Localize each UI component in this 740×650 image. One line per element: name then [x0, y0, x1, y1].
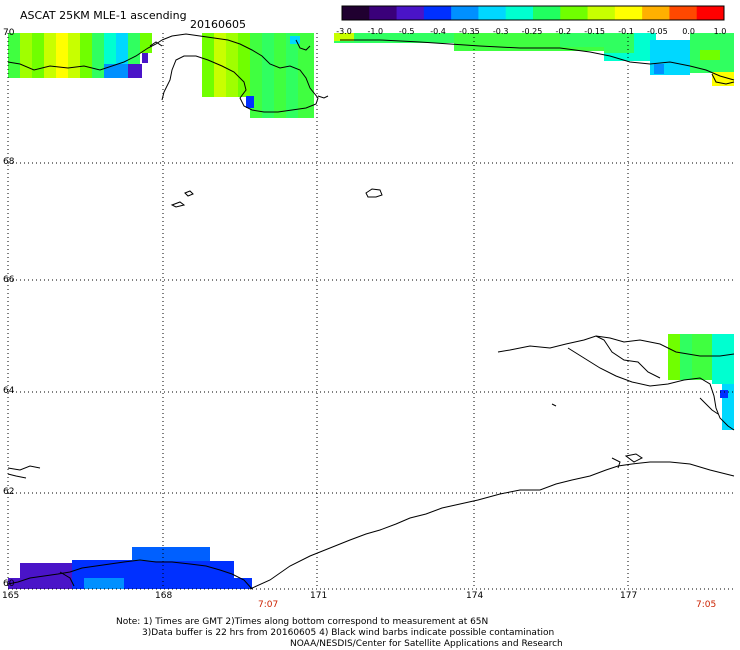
colorbar-label: -0.2 — [555, 27, 572, 36]
coastlines — [7, 33, 735, 590]
colorbar-label: -0.5 — [398, 27, 415, 36]
note-line-3: NOAA/NESDIS/Center for Satellite Applica… — [290, 639, 563, 649]
swath-top-middle — [202, 33, 314, 118]
lat-label-68: 68 — [3, 157, 15, 167]
map-date: 20160605 — [190, 18, 246, 31]
lat-label-64: 64 — [3, 386, 15, 396]
colorbar — [341, 5, 725, 21]
graticule — [8, 33, 734, 589]
colorbar-swatch — [587, 6, 616, 20]
colorbar-label: 1.0 — [713, 27, 727, 36]
colorbar-swatch — [342, 6, 370, 20]
colorbar-frame — [341, 5, 725, 21]
colorbar-swatch — [696, 6, 725, 20]
colorbar-label: -0.05 — [646, 27, 668, 36]
lat-label-66: 66 — [3, 275, 15, 285]
colorbar-label: -0.1 — [618, 27, 634, 36]
colorbar-label: -0.25 — [521, 27, 543, 36]
colorbar-swatch — [560, 6, 589, 20]
time-label-right: 7:05 — [696, 600, 717, 610]
colorbar-swatch — [669, 6, 698, 20]
colorbar-label: -3.0 — [336, 27, 352, 36]
colorbar-swatch — [505, 6, 534, 20]
lat-label-60: 60 — [3, 579, 15, 589]
lat-label-62: 62 — [3, 487, 15, 497]
map-title: ASCAT 25KM MLE-1 ascending — [20, 9, 187, 22]
colorbar-swatch — [369, 6, 398, 20]
swath-bottom-left — [8, 547, 252, 589]
swath-right-middle — [668, 334, 734, 430]
lon-label-177: 177 — [620, 591, 638, 601]
colorbar-swatch — [642, 6, 670, 20]
colorbar-swatch — [423, 6, 452, 20]
lat-label-70: 70 — [3, 28, 15, 38]
lon-label-174: 174 — [466, 591, 484, 601]
colorbar-swatch — [478, 6, 507, 20]
lon-label-168: 168 — [155, 591, 173, 601]
lon-label-165: 165 — [2, 591, 20, 601]
colorbar-label: 0.0 — [682, 27, 696, 36]
data-swaths — [8, 33, 734, 589]
colorbar-label: -0.15 — [584, 27, 606, 36]
colorbar-label: -0.4 — [430, 27, 446, 36]
colorbar-label: -0.35 — [458, 27, 480, 36]
note-line-1: Note: 1) Times are GMT 2)Times along bot… — [116, 617, 489, 627]
colorbar-swatch — [614, 6, 643, 20]
time-label-left: 7:07 — [258, 600, 279, 610]
colorbar-swatch — [533, 6, 561, 20]
lon-label-171: 171 — [310, 591, 328, 601]
colorbar-swatch — [396, 6, 425, 20]
colorbar-label: -1.0 — [367, 27, 384, 36]
colorbar-label: -0.3 — [492, 27, 509, 36]
frame-edge — [7, 33, 734, 590]
colorbar-swatch — [451, 6, 479, 20]
swath-top-left — [8, 33, 152, 78]
note-line-2: 3)Data buffer is 22 hrs from 20160605 4)… — [142, 628, 555, 638]
